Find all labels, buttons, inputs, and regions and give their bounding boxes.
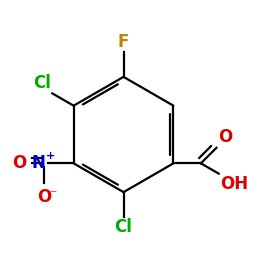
Text: OH: OH [220,175,248,193]
Text: N: N [31,154,45,172]
Text: ⁻: ⁻ [49,188,56,202]
Text: Cl: Cl [33,74,51,92]
Text: +: + [46,151,55,161]
Text: O: O [37,188,51,206]
Text: Cl: Cl [115,218,132,236]
Text: O: O [218,129,232,146]
Text: F: F [118,33,129,51]
Text: O: O [12,154,26,172]
